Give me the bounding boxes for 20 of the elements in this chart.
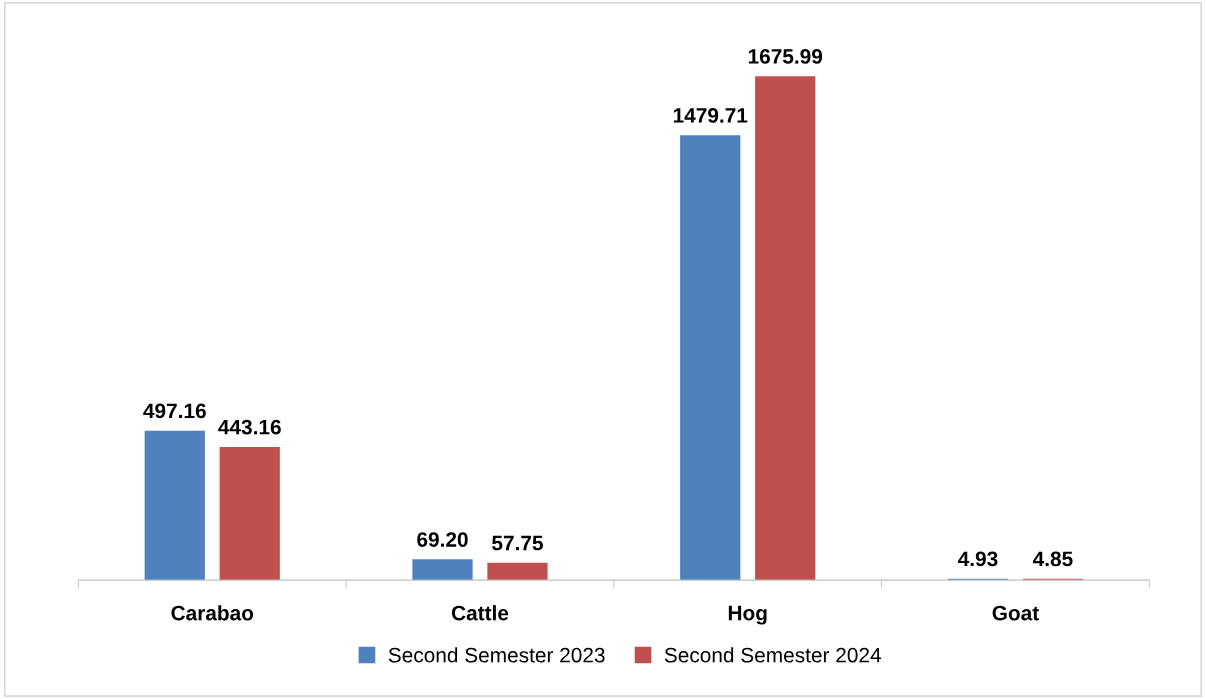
x-tick-label: Goat	[992, 605, 1039, 621]
data-label: 4.85	[1032, 551, 1073, 567]
bar	[144, 430, 205, 581]
data-label: 1479.71	[673, 108, 748, 123]
x-tick-label: Carabao	[171, 605, 254, 621]
data-label: 4.93	[958, 551, 998, 567]
legend-label: Second Semester 2024	[664, 647, 881, 663]
data-label: 497.16	[143, 403, 206, 419]
legend-label: Second Semester 2023	[388, 647, 605, 663]
bar	[219, 446, 280, 581]
data-label: 1675.99	[748, 49, 823, 64]
bar	[755, 76, 816, 581]
x-tick-label: Hog	[728, 605, 767, 625]
data-label: 443.16	[218, 419, 281, 435]
bar	[487, 562, 548, 581]
bar	[412, 559, 473, 581]
data-label: 57.75	[492, 535, 543, 551]
data-label: 69.20	[417, 532, 468, 547]
bar	[680, 135, 741, 581]
x-tick-label: Cattle	[451, 605, 509, 621]
